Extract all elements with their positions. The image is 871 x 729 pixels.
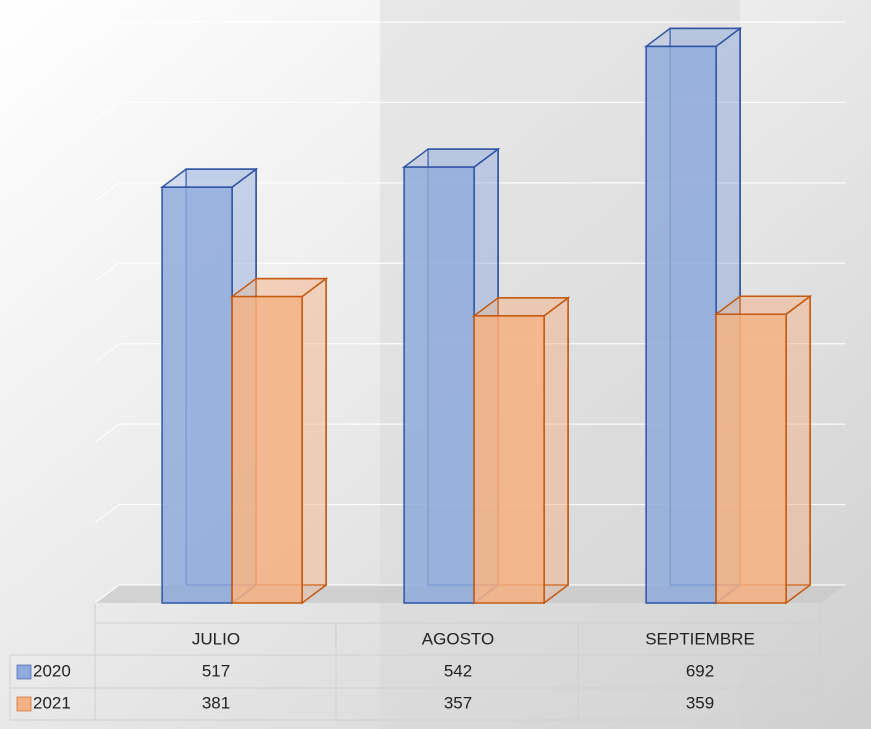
legend-swatch — [16, 696, 32, 712]
data-table — [9, 603, 822, 721]
table-value: 359 — [686, 693, 714, 712]
category-label: SEPTIEMBRE — [645, 629, 755, 648]
legend-swatch — [16, 664, 32, 680]
bar — [645, 45, 717, 604]
bar — [231, 295, 303, 604]
grid-line — [94, 182, 845, 202]
table-value: 381 — [202, 693, 230, 712]
grid-line — [94, 21, 845, 41]
grid-line — [94, 423, 845, 443]
legend-label: 2020 — [33, 661, 71, 680]
grid-line — [94, 503, 845, 524]
bar-side — [301, 277, 327, 605]
bar — [473, 315, 545, 604]
table-value: 517 — [202, 661, 230, 680]
category-label: JULIO — [192, 629, 240, 648]
grid-line — [94, 262, 845, 282]
grid-line — [94, 101, 845, 121]
table-value: 692 — [686, 661, 714, 680]
table-value: 542 — [444, 661, 472, 680]
bar-side — [785, 294, 811, 605]
table-value: 357 — [444, 693, 472, 712]
bar — [715, 313, 787, 604]
bar-side — [543, 296, 569, 605]
grid-line — [94, 343, 845, 363]
bar — [161, 186, 233, 604]
category-label: AGOSTO — [422, 629, 494, 648]
legend-label: 2021 — [33, 693, 71, 712]
bar — [403, 166, 475, 604]
grid-line — [94, 584, 845, 604]
